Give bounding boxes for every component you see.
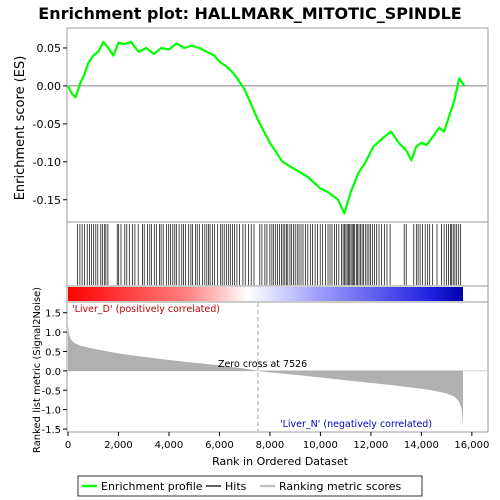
x-tick-label: 6,000	[205, 440, 234, 451]
hit-marks	[77, 224, 462, 285]
x-tick-label: 2,000	[104, 440, 133, 451]
ranking-metric-area	[68, 324, 463, 428]
x-tick-label: 10,000	[303, 440, 338, 451]
legend-metric-label: Ranking metric scores	[279, 480, 401, 493]
x-axis: 0 2,000 4,000 6,000 8,000 10,000 12,000 14,000 1…	[65, 432, 489, 451]
es-y-tick-label: 0.00	[37, 80, 62, 93]
metric-y-tick-label: 0.5	[45, 347, 61, 358]
x-tick-label: 8,000	[256, 440, 285, 451]
negative-correlation-label: 'Liver_N' (negatively correlated)	[280, 419, 432, 430]
x-tick-label: 14,000	[404, 440, 439, 451]
metric-y-tick-label: -0.5	[41, 386, 61, 397]
x-tick-label: 0	[65, 440, 71, 451]
positive-correlation-label: 'Liver_D' (positively correlated)	[72, 304, 220, 315]
es-y-tick-label: -0.15	[33, 194, 61, 207]
es-y-axis: 0.05 0.00 -0.05 -0.10 -0.15	[33, 42, 67, 207]
metric-y-tick-label: -1.0	[41, 406, 61, 417]
metric-y-axis-label: Ranked list metric (Signal2Noise)	[32, 287, 43, 453]
legend-hits-label: Hits	[225, 480, 247, 493]
es-y-tick-label: -0.10	[33, 156, 61, 169]
legend-box	[77, 475, 423, 497]
zero-cross-label: Zero cross at 7526	[218, 359, 307, 370]
metric-y-tick-label: -1.5	[41, 425, 61, 436]
x-tick-label: 16,000	[454, 440, 489, 451]
ranking-color-band	[68, 287, 463, 301]
metric-y-axis: 1.5 1.0 0.5 0.0 -0.5 -1.0 -1.5	[41, 309, 67, 436]
x-axis-label: Rank in Ordered Dataset	[212, 455, 349, 468]
enrichment-profile-line	[67, 40, 466, 215]
es-y-axis-label: Enrichment score (ES)	[13, 56, 28, 201]
chart-title: Enrichment plot: HALLMARK_MITOTIC_SPINDL…	[38, 4, 461, 23]
x-tick-label: 12,000	[353, 440, 388, 451]
metric-y-tick-label: 0.0	[45, 367, 61, 378]
metric-y-tick-label: 1.5	[45, 309, 61, 320]
es-y-tick-label: 0.05	[37, 42, 62, 55]
metric-y-tick-label: 1.0	[45, 328, 61, 339]
es-panel-frame	[66, 27, 489, 223]
legend-enrichment-label: Enrichment profile	[101, 480, 203, 493]
x-tick-label: 4,000	[155, 440, 184, 451]
es-y-tick-label: -0.05	[33, 118, 61, 131]
